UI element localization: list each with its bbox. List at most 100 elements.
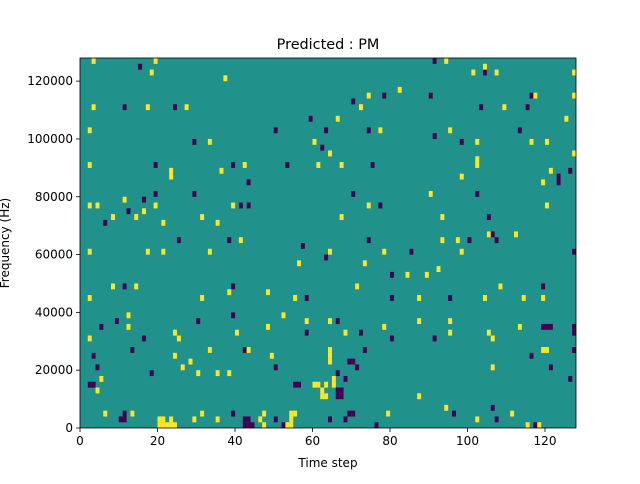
plot-frame	[79, 57, 577, 429]
heatmap-cell	[308, 115, 313, 122]
heatmap-cell	[490, 404, 495, 411]
heatmap-cell	[409, 248, 414, 255]
heatmap-cell	[475, 162, 480, 168]
heatmap-cell	[273, 364, 278, 371]
heatmap-cell	[452, 410, 456, 417]
heatmap-cell	[262, 422, 267, 429]
heatmap-cell	[475, 138, 480, 145]
heatmap-cell	[227, 289, 232, 296]
plot-background	[80, 58, 576, 428]
heatmap-cell	[316, 381, 321, 388]
heatmap-cell	[417, 295, 422, 301]
heatmap-cell	[300, 243, 305, 249]
heatmap-cell	[545, 323, 549, 330]
heatmap-cell	[339, 393, 344, 400]
heatmap-cell	[320, 393, 325, 400]
heatmap-cell	[378, 202, 383, 209]
heatmap-cell	[355, 283, 360, 290]
heatmap-cell	[122, 196, 127, 203]
heatmap-cell	[328, 352, 332, 359]
heatmap-cell	[428, 92, 433, 99]
heatmap-cell	[366, 92, 371, 99]
heatmap-cell	[324, 127, 329, 134]
heatmap-cell	[138, 63, 143, 70]
heatmap-cell	[293, 410, 298, 417]
heatmap-cell	[545, 202, 549, 209]
heatmap-cell	[490, 364, 495, 371]
y-tick-label: 80000	[35, 190, 73, 204]
heatmap-cell	[161, 219, 166, 226]
heatmap-cell	[541, 347, 546, 353]
heatmap-cell	[266, 323, 270, 330]
heatmap-cell	[196, 318, 201, 325]
heatmap-cell	[126, 208, 131, 215]
heatmap-cell	[242, 422, 247, 429]
heatmap-cell	[238, 237, 243, 244]
heatmap-cell	[95, 364, 100, 371]
heatmap-cell	[328, 358, 332, 365]
heatmap-cell	[227, 370, 232, 377]
heatmap-cell	[215, 370, 220, 377]
heatmap-cell	[545, 347, 549, 353]
heatmap-cell	[266, 289, 270, 296]
heatmap-cell	[285, 162, 290, 168]
heatmap-cell	[200, 410, 205, 417]
heatmap-cell	[459, 173, 464, 180]
heatmap-cell	[432, 335, 437, 342]
heatmap-cell	[331, 375, 336, 382]
heatmap-cell	[320, 144, 325, 151]
heatmap-cell	[436, 266, 441, 273]
heatmap-cell	[87, 248, 92, 255]
heatmap-cell	[521, 295, 526, 301]
heatmap-cell	[335, 318, 340, 325]
heatmap-cell	[242, 416, 247, 423]
heatmap-cell	[382, 92, 387, 99]
heatmap-cell	[374, 422, 379, 429]
heatmap-cell	[134, 283, 139, 290]
heatmap-cell	[362, 347, 367, 353]
heatmap-cell	[347, 358, 352, 365]
heatmap-cell	[246, 422, 251, 429]
heatmap-cell	[548, 323, 553, 330]
heatmap-cell	[87, 295, 92, 301]
heatmap-cell	[366, 237, 371, 244]
heatmap-cell	[510, 410, 515, 417]
heatmap-cell	[564, 115, 569, 122]
heatmap-cell	[494, 416, 499, 423]
heatmap-cell	[428, 190, 433, 197]
heatmap-cell	[529, 92, 534, 99]
heatmap-cell	[366, 202, 371, 209]
heatmap-cell	[483, 63, 487, 70]
heatmap-cell	[328, 347, 332, 353]
heatmap-cell	[269, 352, 274, 359]
heatmap-cell	[149, 370, 154, 377]
heatmap-cell	[207, 347, 212, 353]
heatmap-cell	[335, 387, 340, 394]
heatmap-cell	[343, 375, 348, 382]
heatmap-cell	[331, 381, 336, 388]
heatmap-cell	[572, 329, 577, 336]
heatmap-cell	[219, 167, 224, 174]
heatmap-cell	[231, 410, 236, 417]
heatmap-cell	[242, 162, 247, 168]
heatmap-cell	[444, 58, 449, 64]
heatmap-cell	[448, 329, 453, 336]
heatmap-cell	[238, 202, 243, 209]
heatmap-cell	[424, 271, 429, 278]
heatmap-cell	[91, 381, 96, 388]
heatmap-cell	[486, 231, 491, 238]
heatmap-cell	[87, 127, 92, 134]
heatmap-cell	[537, 422, 542, 429]
heatmap-cell	[362, 260, 367, 267]
heatmap-cell	[231, 202, 236, 209]
heatmap-cell	[149, 69, 154, 76]
heatmap-cell	[370, 162, 375, 168]
heatmap-cell	[525, 104, 530, 111]
heatmap-cell	[390, 295, 394, 301]
heatmap-cell	[130, 410, 135, 417]
heatmap-cell	[289, 416, 294, 423]
heatmap-cell	[572, 69, 577, 76]
heatmap-cell	[475, 416, 480, 423]
heatmap-cell	[494, 69, 499, 76]
heatmap-cell	[328, 150, 332, 157]
